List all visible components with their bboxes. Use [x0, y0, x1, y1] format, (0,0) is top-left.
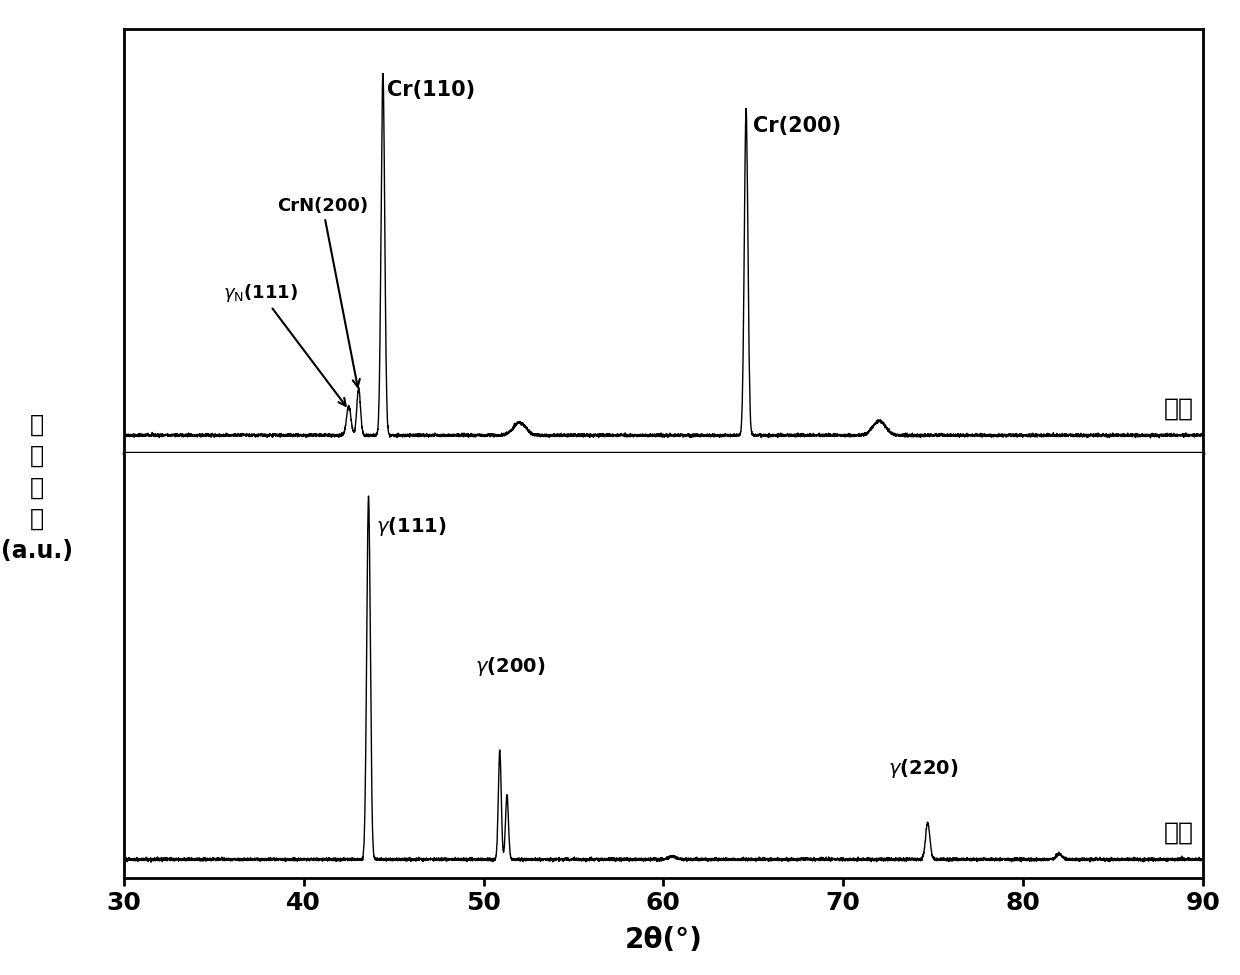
Text: Cr(110): Cr(110) — [387, 80, 475, 100]
Text: Cr(200): Cr(200) — [754, 116, 842, 136]
Text: $\gamma$(111): $\gamma$(111) — [376, 515, 446, 538]
Text: CrN(200): CrN(200) — [277, 197, 368, 387]
X-axis label: 2θ(°): 2θ(°) — [625, 926, 702, 954]
Text: 涂层: 涂层 — [1164, 397, 1194, 421]
Text: $\gamma$(220): $\gamma$(220) — [888, 757, 959, 780]
Text: 相
对
强
度
(a.u.): 相 对 强 度 (a.u.) — [1, 412, 73, 563]
Text: $\gamma_{\rm N}$(111): $\gamma_{\rm N}$(111) — [223, 282, 346, 406]
Text: 基体: 基体 — [1164, 821, 1194, 845]
Text: $\gamma$(200): $\gamma$(200) — [475, 655, 546, 679]
